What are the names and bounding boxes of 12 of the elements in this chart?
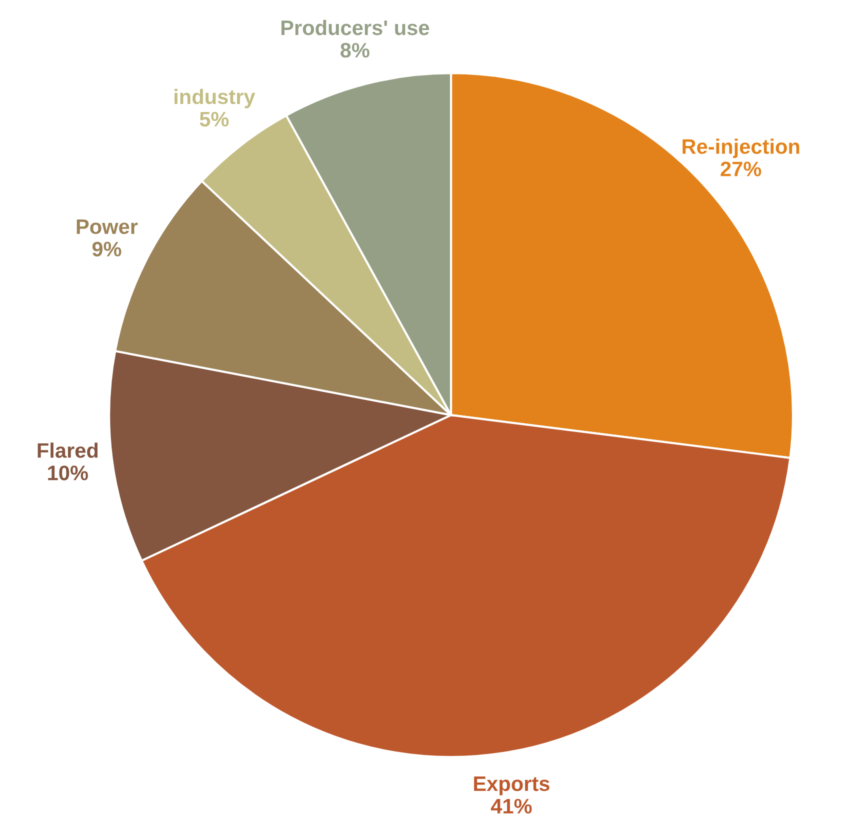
data-label: 5% <box>200 112 229 127</box>
data-label: 27% <box>720 162 762 176</box>
slice-label: Power <box>76 220 138 234</box>
data-label: 9% <box>92 242 122 256</box>
slice-label: Exports <box>474 776 550 796</box>
data-label: 41% <box>490 798 532 814</box>
data-label: 10% <box>48 466 88 480</box>
slice-label: industry <box>174 88 256 108</box>
data-label: 8% <box>340 42 370 58</box>
slice-label: Re-injection <box>682 138 800 158</box>
slice-label: Flared <box>38 442 98 458</box>
slice-label: Producers' use <box>281 20 430 36</box>
